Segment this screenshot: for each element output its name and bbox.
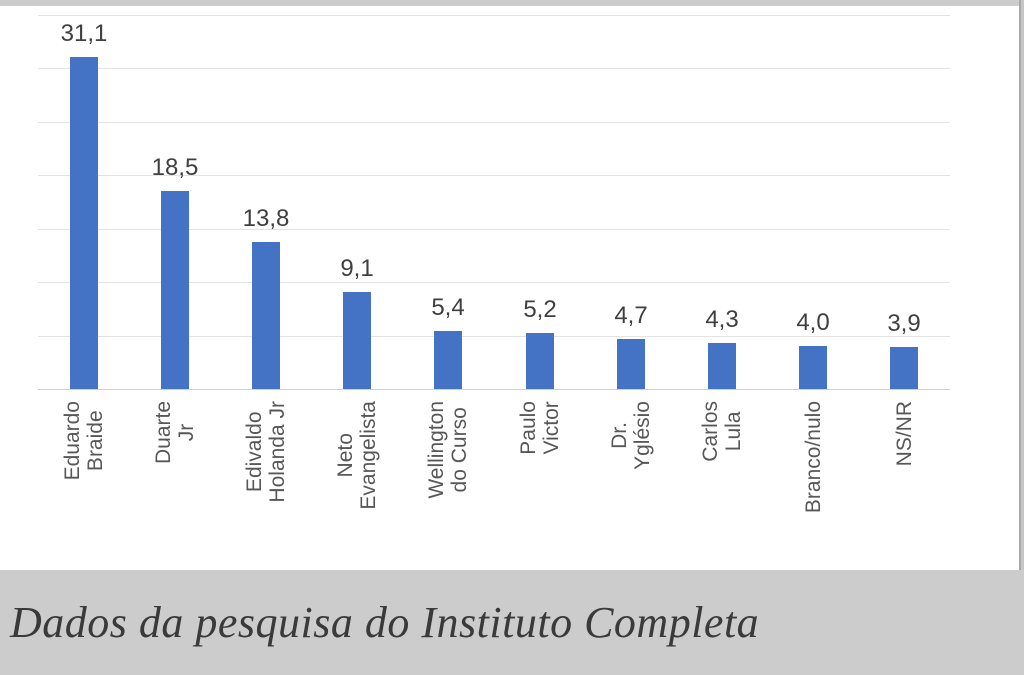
bar xyxy=(708,343,736,389)
bar-value-label: 9,1 xyxy=(340,255,374,282)
bar xyxy=(617,339,645,389)
category-label: Paulo Victor xyxy=(517,401,563,455)
top-border-strip xyxy=(0,0,1024,6)
gridline xyxy=(38,336,950,337)
right-border-strip xyxy=(1019,0,1024,570)
category-label: Edivaldo Holanda Jr xyxy=(243,401,289,503)
gridline xyxy=(38,175,950,176)
bar-chart: 31,1 Eduardo Braide 18,5 Duarte Jr 13,8 Ediva… xyxy=(38,15,950,514)
x-axis-line xyxy=(38,389,950,390)
bar xyxy=(161,191,189,389)
bar xyxy=(70,57,98,389)
gridline xyxy=(38,122,950,123)
bar-value-label: 13,8 xyxy=(242,205,290,232)
gridline xyxy=(38,15,950,16)
bar xyxy=(252,242,280,389)
bar-value-label: 4,3 xyxy=(705,306,739,333)
caption-text: Dados da pesquisa do Instituto Completa xyxy=(10,598,760,647)
bar-value-label: 18,5 xyxy=(151,154,199,181)
category-label: Carlos Lula xyxy=(699,401,745,462)
caption-band: Dados da pesquisa do Instituto Completa xyxy=(0,570,1024,675)
bar-value-label: 4,0 xyxy=(796,309,830,336)
category-label: Duarte Jr xyxy=(152,401,198,465)
bar xyxy=(799,346,827,389)
bar xyxy=(434,331,462,389)
bar xyxy=(526,333,554,389)
right-border-line xyxy=(1019,0,1021,570)
category-label: Branco/nulo xyxy=(802,401,825,514)
gridline xyxy=(38,282,950,283)
category-label: Neto Evangelista xyxy=(334,401,380,510)
category-label: Wellington do Curso xyxy=(425,401,471,499)
gridline xyxy=(38,68,950,69)
category-label: Eduardo Braide xyxy=(61,401,107,481)
bar-value-label: 5,4 xyxy=(431,294,465,321)
gridline xyxy=(38,229,950,230)
bar-value-label: 4,7 xyxy=(614,302,648,329)
category-label: NS/NR xyxy=(893,401,916,467)
bar-value-label: 5,2 xyxy=(523,296,557,323)
bar xyxy=(343,292,371,389)
bar-value-label: 31,1 xyxy=(60,20,108,47)
bar xyxy=(890,347,918,389)
category-label: Dr. Yglésio xyxy=(608,401,654,470)
bar-value-label: 3,9 xyxy=(887,310,921,337)
